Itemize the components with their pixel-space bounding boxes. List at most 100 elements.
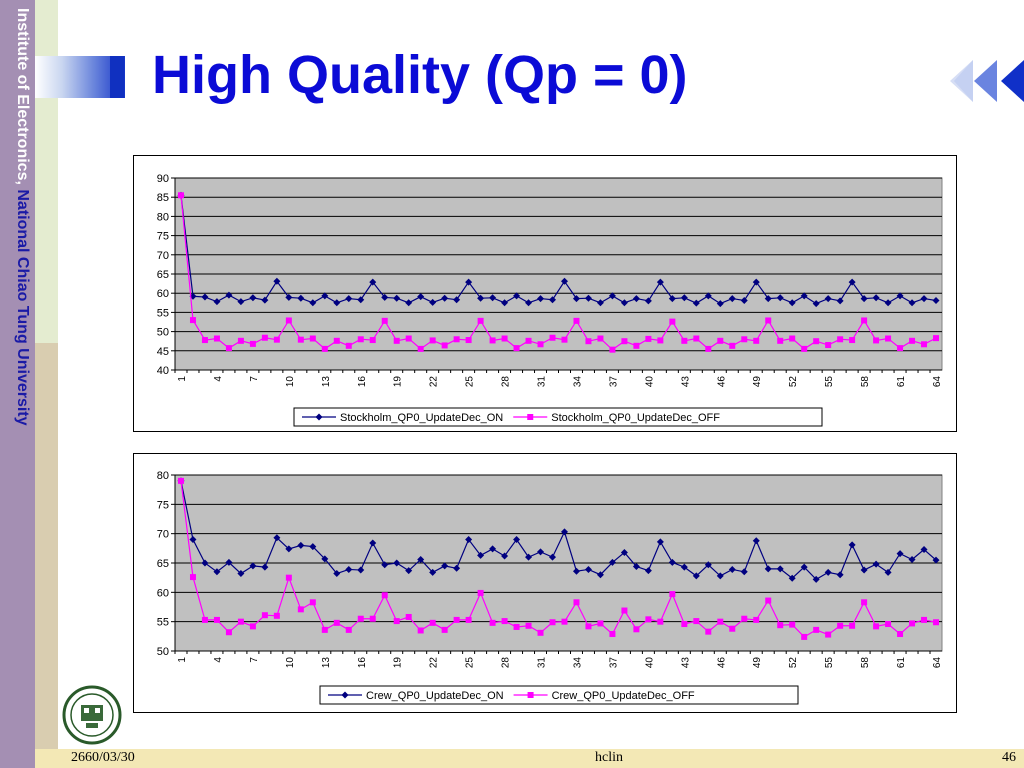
- data-point-on: [249, 562, 257, 570]
- data-point-off: [453, 336, 460, 343]
- data-point-off: [333, 337, 340, 344]
- y-tick-label: 85: [157, 192, 169, 204]
- data-point-off: [477, 317, 484, 324]
- data-point-on: [261, 563, 269, 571]
- data-point-on: [884, 299, 892, 307]
- data-point-off: [429, 337, 436, 344]
- data-point-on: [297, 294, 305, 302]
- data-point-on: [692, 572, 700, 580]
- data-point-on: [537, 295, 545, 303]
- data-point-off: [729, 342, 736, 349]
- chart-stockholm: 40 45 50 55 60 65 70 75 80 85 90 1 4 7 10 13 16 19 22 25 28 3…: [133, 155, 957, 432]
- data-point-off: [417, 627, 424, 634]
- data-point-on: [632, 563, 640, 571]
- data-point-on: [800, 292, 808, 300]
- x-tick-label: 10: [285, 376, 296, 388]
- data-point-off: [225, 629, 232, 636]
- data-point-on: [812, 575, 820, 583]
- data-point-on: [465, 278, 473, 286]
- data-point-on: [501, 552, 509, 560]
- legend-marker-on: [315, 413, 323, 421]
- data-point-off: [285, 317, 292, 324]
- data-point-on: [644, 297, 652, 305]
- x-tick-label: 46: [716, 376, 727, 388]
- x-tick-label: 7: [249, 376, 260, 382]
- data-point-off: [585, 338, 592, 345]
- data-point-off: [633, 626, 640, 633]
- data-point-off: [297, 606, 304, 613]
- data-point-off: [393, 337, 400, 344]
- data-point-on: [584, 565, 592, 573]
- data-point-off: [933, 335, 940, 342]
- data-point-on: [513, 292, 521, 300]
- x-tick-label: 7: [249, 657, 260, 663]
- data-point-on: [908, 299, 916, 307]
- data-point-off: [849, 337, 856, 344]
- data-point-on: [393, 559, 401, 567]
- data-point-on: [453, 564, 461, 572]
- legend-label: Crew_QP0_UpdateDec_ON: [366, 690, 504, 702]
- data-point-on: [668, 295, 676, 303]
- legend-marker-on: [341, 691, 349, 699]
- data-point-off: [645, 616, 652, 623]
- x-tick-label: 64: [932, 376, 943, 388]
- data-point-on: [489, 294, 497, 302]
- footer-bar: 2660/03/30 hclin 46: [35, 749, 1024, 768]
- data-point-off: [609, 346, 616, 353]
- footer-page-number: 46: [1002, 750, 1016, 765]
- data-point-off: [333, 619, 340, 626]
- data-point-on: [357, 566, 365, 574]
- x-tick-label: 25: [465, 657, 476, 669]
- data-point-off: [909, 620, 916, 627]
- data-point-off: [789, 335, 796, 342]
- data-point-on: [920, 295, 928, 303]
- data-point-off: [321, 345, 328, 352]
- data-point-on: [908, 555, 916, 563]
- data-point-on: [429, 298, 437, 306]
- data-point-on: [764, 295, 772, 303]
- data-point-off: [753, 337, 760, 344]
- data-point-off: [549, 619, 556, 626]
- data-point-on: [740, 296, 748, 304]
- data-point-off: [321, 626, 328, 633]
- data-point-on: [237, 570, 245, 578]
- data-point-off: [753, 616, 760, 623]
- data-point-off: [177, 477, 184, 484]
- data-point-on: [608, 558, 616, 566]
- x-tick-label: 58: [860, 376, 871, 388]
- data-point-on: [477, 294, 485, 302]
- data-point-off: [741, 336, 748, 343]
- data-point-off: [801, 633, 808, 640]
- rewind-arrows-icon[interactable]: [945, 58, 1024, 104]
- data-point-off: [477, 589, 484, 596]
- x-tick-label: 49: [752, 376, 763, 388]
- data-point-on: [620, 548, 628, 556]
- x-tick-label: 55: [824, 376, 835, 388]
- data-point-off: [885, 621, 892, 628]
- data-point-on: [345, 295, 353, 303]
- institution-name-part2: National Chiao Tung University: [14, 189, 31, 426]
- legend-box: [293, 407, 823, 427]
- data-point-on: [441, 562, 449, 570]
- x-tick-label: 43: [680, 376, 691, 388]
- data-point-off: [357, 615, 364, 622]
- data-point-off: [717, 618, 724, 625]
- data-point-off: [729, 625, 736, 632]
- data-point-on: [417, 555, 425, 563]
- data-point-off: [537, 341, 544, 348]
- x-tick-label: 28: [501, 657, 512, 669]
- data-point-on: [249, 294, 257, 302]
- x-tick-label: 52: [788, 657, 799, 669]
- data-point-off: [249, 623, 256, 630]
- title-gradient-bar-end: [110, 56, 124, 98]
- x-tick-label: 31: [537, 657, 548, 669]
- data-point-on: [872, 560, 880, 568]
- data-point-on: [405, 299, 413, 307]
- data-point-off: [501, 335, 508, 342]
- data-point-on: [321, 555, 329, 563]
- x-tick-label: 37: [608, 376, 619, 388]
- data-point-on: [644, 567, 652, 575]
- data-point-on: [369, 539, 377, 547]
- x-tick-label: 55: [824, 657, 835, 669]
- data-point-off: [705, 628, 712, 635]
